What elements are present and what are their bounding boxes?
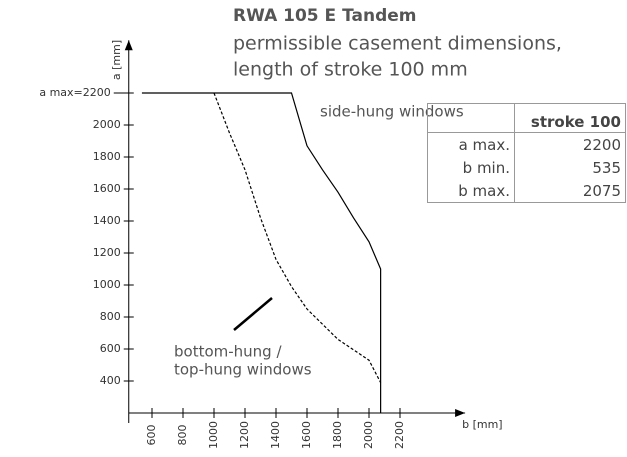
series-line	[213, 92, 382, 383]
y-tick-label: 1400	[93, 214, 121, 227]
x-tick-label: 2000	[362, 421, 375, 449]
y-tick-label: 1000	[93, 278, 121, 291]
table-cell: b max.	[427, 179, 515, 203]
series-line	[141, 92, 382, 413]
header-cell: stroke 100	[514, 103, 626, 133]
y-tick-label: 800	[100, 310, 121, 323]
y-axis-arrow	[124, 40, 133, 51]
table-cell: 535	[514, 156, 626, 179]
x-tick-label: 1800	[331, 421, 344, 449]
y-tick-label: 600	[100, 342, 121, 355]
y-tick-label: 1200	[93, 246, 121, 259]
chart-subtitle: permissible casement dimensions,	[233, 33, 562, 55]
annotation-pointer	[233, 297, 273, 331]
y-tick-label: 400	[100, 374, 121, 387]
table-cell: 2075	[514, 179, 626, 203]
annotation: top-hung windows	[174, 361, 312, 379]
table-row: a max. 2200	[427, 132, 626, 156]
chart-subtitle: length of stroke 100 mm	[233, 59, 468, 81]
y-tick-label: a max=2200	[39, 86, 110, 99]
y-axis-label: a [mm]	[110, 40, 123, 80]
table-header: stroke 100	[427, 103, 626, 133]
table-row: b max. 2075	[427, 179, 626, 203]
table-cell: b min.	[427, 156, 515, 179]
chart-title: RWA 105 E Tandem	[233, 6, 416, 26]
header-cell	[427, 103, 515, 133]
x-tick-label: 1200	[238, 421, 251, 449]
data-table: stroke 100 a max. 2200 b min. 535 b max. 2075	[427, 103, 626, 203]
x-tick-label: 1400	[269, 421, 282, 449]
x-tick-label: 2200	[393, 421, 406, 449]
table-cell: 2200	[514, 132, 626, 156]
table-cell: a max.	[427, 132, 515, 156]
y-tick-label: 1800	[93, 150, 121, 163]
x-tick-label: 1000	[207, 421, 220, 449]
y-tick-label: 2000	[93, 118, 121, 131]
y-tick-label: 1600	[93, 182, 121, 195]
table-row: b min. 535	[427, 156, 626, 179]
x-tick-label: 800	[176, 425, 189, 446]
annotation: bottom-hung /	[174, 343, 282, 361]
x-axis-label: b [mm]	[462, 418, 503, 431]
x-axis-arrow	[455, 409, 466, 417]
x-tick-label: 600	[145, 425, 158, 446]
x-tick-label: 1600	[300, 421, 313, 449]
